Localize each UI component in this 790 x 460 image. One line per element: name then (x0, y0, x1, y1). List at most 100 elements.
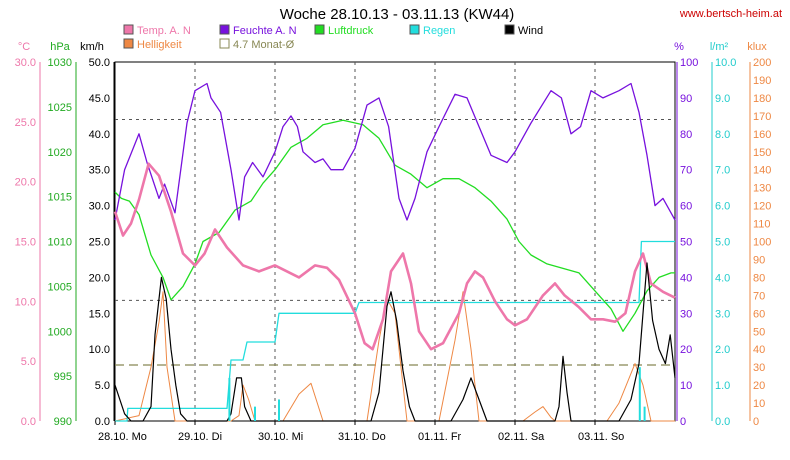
tick-label-hell: 170 (753, 111, 771, 123)
tick-label-temp: 25.0 (15, 117, 36, 129)
tick-label-hell: 70 (753, 290, 765, 302)
x-tick-label: 31.10. Do (338, 431, 386, 443)
tick-label-regen: 2.0 (715, 344, 730, 356)
x-axis: 28.10. Mo 29.10. Di 30.10. Mi 31.10. Do 01.1… (98, 421, 624, 443)
tick-label-feuchte: 0 (680, 416, 686, 428)
tick-label-regen: 0.0 (715, 416, 730, 428)
tick-label-hell: 80 (753, 272, 765, 284)
legend-label-regen: Regen (423, 25, 455, 37)
tick-label-luft: 1015 (48, 192, 72, 204)
axis-unit-regen: l/m² (710, 41, 729, 53)
tick-label-hell: 200 (753, 57, 771, 69)
tick-label-regen: 5.0 (715, 237, 730, 249)
tick-label-wind: 20.0 (89, 272, 110, 284)
legend-swatch-regen (409, 24, 420, 35)
tick-label-regen: 6.0 (715, 201, 730, 213)
legend-swatch-monat (219, 38, 230, 49)
x-tick-label: 01.11. Fr (418, 431, 462, 443)
tick-label-wind: 10.0 (89, 344, 110, 356)
tick-label-feuchte: 80 (680, 129, 692, 141)
tick-label-hell: 180 (753, 93, 771, 105)
tick-label-wind: 30.0 (89, 201, 110, 213)
axis-unit-wind: km/h (80, 41, 104, 53)
tick-label-hell: 50 (753, 326, 765, 338)
legend-swatch-temp (123, 24, 134, 35)
legend-swatch-wind (504, 24, 515, 35)
tick-label-wind: 0.0 (95, 416, 110, 428)
series-line-temp (113, 162, 676, 351)
tick-label-luft: 1010 (48, 237, 72, 249)
tick-label-feuchte: 70 (680, 165, 692, 177)
tick-label-temp: 0.0 (21, 416, 36, 428)
tick-label-feuchte: 50 (680, 237, 692, 249)
tick-label-hell: 0 (753, 416, 759, 428)
tick-label-wind: 45.0 (89, 93, 110, 105)
tick-label-feuchte: 90 (680, 93, 692, 105)
axis-unit-luft: hPa (50, 41, 70, 53)
tick-label-regen: 3.0 (715, 308, 730, 320)
series (113, 82, 676, 422)
tick-label-hell: 190 (753, 75, 771, 87)
tick-label-temp: 10.0 (15, 296, 36, 308)
legend: Temp. A. N Helligkeit Feuchte A. N 4.7 Mona… (123, 24, 543, 51)
legend-swatch-feuchte (219, 24, 230, 35)
tick-label-temp: 30.0 (15, 57, 36, 69)
legend-label-hell: Helligkeit (137, 39, 182, 51)
tick-label-hell: 100 (753, 237, 771, 249)
tick-label-luft: 1000 (48, 326, 72, 338)
legend-swatch-hell (123, 38, 134, 49)
series-line-feuchte (114, 82, 676, 221)
tick-label-luft: 1005 (48, 281, 72, 293)
tick-label-regen: 8.0 (715, 129, 730, 141)
series-line-regen (115, 240, 675, 422)
axis-units: °C hPa km/h% l/m² klux (18, 41, 767, 53)
axis-unit-temp: °C (18, 41, 30, 53)
tick-label-luft: 1020 (48, 147, 72, 159)
tick-label-hell: 60 (753, 308, 765, 320)
legend-swatch-luft (314, 24, 325, 35)
tick-label-regen: 7.0 (715, 165, 730, 177)
tick-label-wind: 50.0 (89, 57, 110, 69)
tick-label-hell: 10 (753, 398, 765, 410)
tick-label-luft: 995 (54, 371, 72, 383)
tick-label-hell: 140 (753, 165, 771, 177)
tick-label-feuchte: 30 (680, 308, 692, 320)
legend-label-feuchte: Feuchte A. N (233, 25, 297, 37)
plot-area (114, 61, 676, 422)
chart-title: Woche 28.10.13 - 03.11.13 (KW44) (280, 6, 515, 23)
tick-label-wind: 35.0 (89, 165, 110, 177)
left-axes: 0.0 5.0 10.0 15.0 20.0 25.0 30.0 990 995 1000 1005… (15, 57, 115, 428)
legend-label-wind: Wind (518, 25, 543, 37)
tick-label-hell: 130 (753, 183, 771, 195)
axis-unit-hell: klux (747, 41, 767, 53)
legend-label-temp: Temp. A. N (137, 25, 191, 37)
tick-label-hell: 160 (753, 129, 771, 141)
tick-label-regen: 4.0 (715, 272, 730, 284)
tick-label-hell: 120 (753, 201, 771, 213)
x-tick-label: 03.11. So (578, 431, 624, 443)
tick-label-temp: 15.0 (15, 237, 36, 249)
tick-label-temp: 20.0 (15, 177, 36, 189)
tick-label-wind: 15.0 (89, 308, 110, 320)
tick-label-feuchte: 60 (680, 201, 692, 213)
legend-label-monat: 4.7 Monat-Ø (233, 39, 295, 51)
tick-label-regen: 9.0 (715, 93, 730, 105)
tick-label-hell: 30 (753, 362, 765, 374)
x-tick-label: 02.11. Sa (498, 431, 545, 443)
source-link[interactable]: www.bertsch-heim.at (679, 8, 782, 20)
tick-label-hell: 150 (753, 147, 771, 159)
tick-label-regen: 1.0 (715, 380, 730, 392)
x-tick-label: 28.10. Mo (98, 431, 147, 443)
tick-label-wind: 5.0 (95, 380, 110, 392)
tick-label-hell: 20 (753, 380, 765, 392)
tick-label-feuchte: 10 (680, 380, 692, 392)
tick-label-temp: 5.0 (21, 356, 36, 368)
right-axes: 01020304050607080901000.01.02.03.04.05.0… (676, 57, 771, 428)
tick-label-luft: 1030 (48, 57, 72, 69)
tick-label-hell: 90 (753, 254, 765, 266)
tick-label-feuchte: 100 (680, 57, 698, 69)
legend-label-luft: Luftdruck (328, 25, 374, 37)
series-line-luft (114, 119, 675, 332)
tick-label-feuchte: 20 (680, 344, 692, 356)
